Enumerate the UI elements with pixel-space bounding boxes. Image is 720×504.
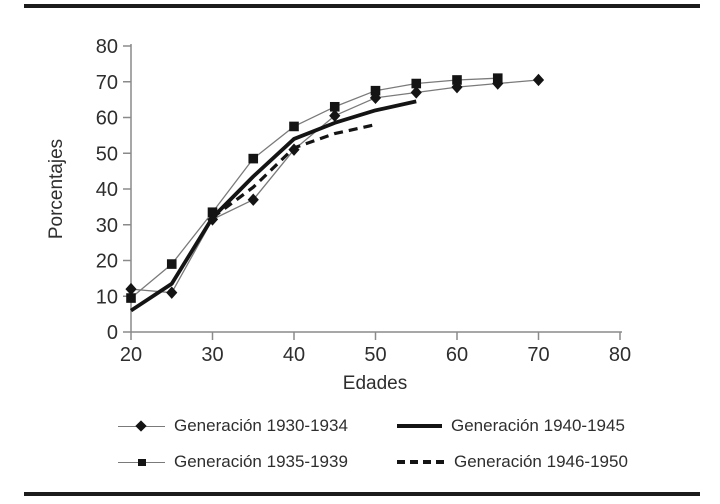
series-4 [211, 123, 376, 219]
legend-label-generacion-1946-1950: Generación 1946-1950 [454, 452, 628, 471]
x-tick-label: 30 [201, 344, 223, 366]
x-tick-label: 60 [446, 344, 468, 366]
square-marker [370, 85, 381, 96]
legend-sample-square-line [118, 455, 165, 469]
dashed-line-icon [397, 460, 445, 464]
square-marker [411, 78, 422, 89]
square-marker-icon [138, 458, 146, 466]
diamond-marker [125, 282, 137, 296]
y-tick-label: 20 [96, 251, 118, 273]
square-marker [492, 73, 503, 83]
bottom-rule [24, 492, 700, 496]
series-line [211, 123, 376, 219]
legend-item-generacion-1930-1934: Generación 1930-1934 [118, 416, 348, 436]
square-marker [329, 101, 340, 112]
legend-label-generacion-1935-1939: Generación 1935-1939 [174, 452, 348, 471]
legend-item-generacion-1935-1939: Generación 1935-1939 [118, 452, 348, 472]
y-tick-label: 10 [96, 286, 118, 308]
series-3 [129, 99, 417, 313]
square-marker [166, 259, 177, 269]
legend-label-generacion-1940-1945: Generación 1940-1945 [451, 416, 625, 435]
square-marker [126, 293, 136, 303]
diamond-marker [247, 193, 259, 206]
y-tick-label: 70 [96, 72, 118, 94]
thick-line-icon [397, 424, 442, 428]
y-tick-label: 30 [96, 215, 118, 237]
square-marker [207, 207, 218, 218]
x-tick-label: 20 [120, 344, 142, 366]
diamond-marker [329, 109, 341, 122]
y-tick-label: 80 [96, 36, 118, 58]
y-tick-label: 60 [96, 108, 118, 130]
y-tick-label: 50 [96, 143, 118, 165]
square-marker [248, 153, 259, 164]
diamond-marker-icon [135, 420, 147, 432]
x-tick-label: 40 [283, 344, 305, 366]
square-marker [289, 121, 299, 132]
series-line [129, 99, 417, 313]
y-tick-label: 40 [96, 179, 118, 201]
diamond-marker [532, 73, 545, 87]
square-marker [452, 75, 462, 85]
legend-sample-diamond-line [118, 419, 165, 433]
series-line [130, 77, 498, 299]
diamond-marker [410, 86, 422, 99]
y-axis-title: Porcentajes [46, 139, 67, 239]
x-tick-label: 70 [527, 344, 549, 366]
top-rule [24, 4, 700, 8]
y-tick-label: 0 [107, 322, 118, 344]
diamond-marker [166, 286, 178, 299]
legend-item-generacion-1940-1945: Generación 1940-1945 [397, 416, 625, 436]
x-axis-title: Edades [343, 373, 407, 394]
x-tick-label: 80 [609, 344, 631, 366]
line-chart: Edades Porcentajes 0 10 20 30 40 50 60 70 80 20 30… [46, 36, 631, 394]
legend-item-generacion-1946-1950: Generación 1946-1950 [397, 452, 628, 472]
legend-label-generacion-1930-1934: Generación 1930-1934 [174, 416, 348, 435]
x-tick-label: 50 [364, 344, 386, 366]
series-2 [126, 73, 503, 303]
